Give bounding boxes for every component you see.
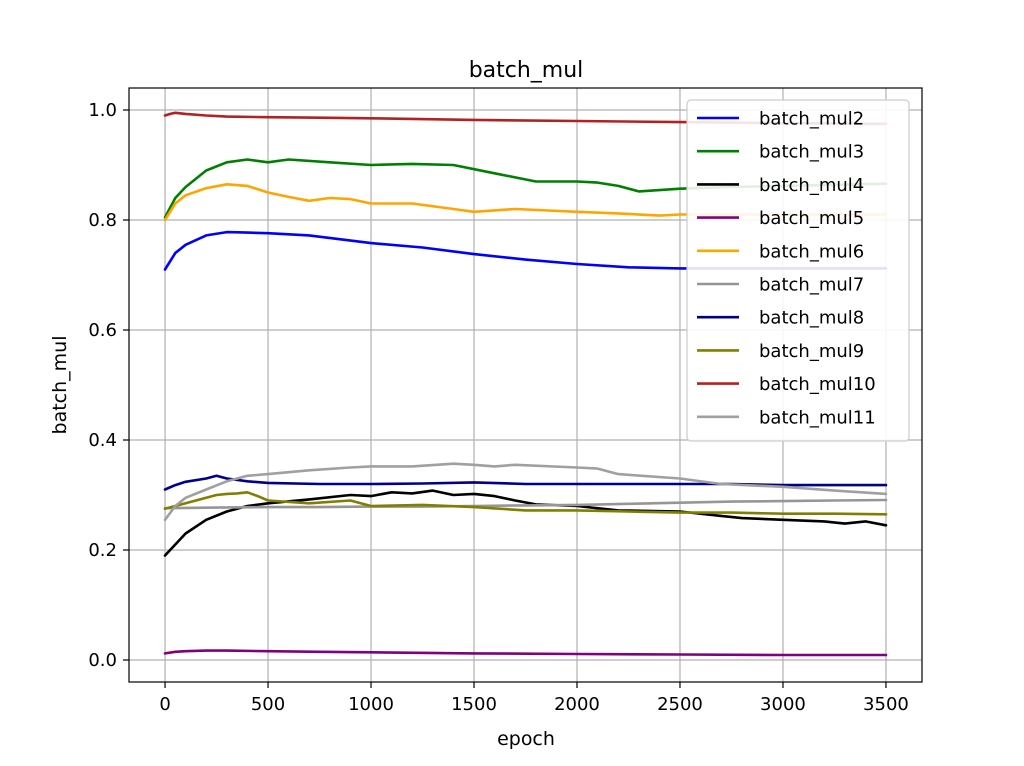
y-tick-label: 0.6 (88, 320, 117, 341)
x-tick-label: 1000 (348, 694, 394, 715)
legend-label: batch_mul10 (759, 374, 876, 395)
series-line-batch_mul5 (163, 649, 888, 657)
x-tick-label: 2000 (554, 694, 600, 715)
series-line-batch_mul9 (163, 490, 888, 516)
legend-label: batch_mul5 (759, 208, 864, 229)
series-line-batch_mul10 (163, 111, 888, 126)
legend-label: batch_mul11 (759, 407, 876, 428)
series-line-batch_mul7 (163, 498, 888, 510)
legend-label: batch_mul8 (759, 308, 864, 329)
y-tick-label: 0.4 (88, 430, 117, 451)
legend-label: batch_mul4 (759, 175, 864, 196)
x-axis-label: epoch (497, 728, 555, 750)
series-line-batch_mul11 (163, 462, 888, 522)
legend-label: batch_mul2 (759, 109, 864, 130)
plot-frame (128, 87, 923, 683)
legend-box (686, 99, 910, 442)
y-tick-label: 1.0 (88, 100, 117, 121)
legend-label: batch_mul7 (759, 275, 864, 296)
legend-label: batch_mul9 (759, 341, 864, 362)
x-tick-label: 500 (251, 694, 285, 715)
x-tick-label: 1500 (451, 694, 497, 715)
x-tick-label: 3000 (760, 694, 806, 715)
x-tick-label: 3500 (863, 694, 909, 715)
x-tick-label: 0 (159, 694, 170, 715)
y-tick-label: 0.8 (88, 210, 117, 231)
legend-label: batch_mul3 (759, 142, 864, 163)
legend: batch_mul2 batch_mul3 batch_mul4 batch_mul5… (686, 99, 910, 442)
axis-ticks: 0 500 1000 1500 2000 2500 3000 3500 0.0 0.2 0.4 0.6… (88, 100, 909, 715)
y-tick-label: 0.0 (88, 650, 117, 671)
y-tick-label: 0.2 (88, 540, 117, 561)
series-line-batch_mul4 (163, 489, 888, 557)
legend-label: batch_mul6 (759, 241, 864, 262)
y-axis-label: batch_mul (49, 336, 71, 435)
chart-title: batch_mul (469, 58, 584, 83)
x-tick-label: 2500 (657, 694, 703, 715)
